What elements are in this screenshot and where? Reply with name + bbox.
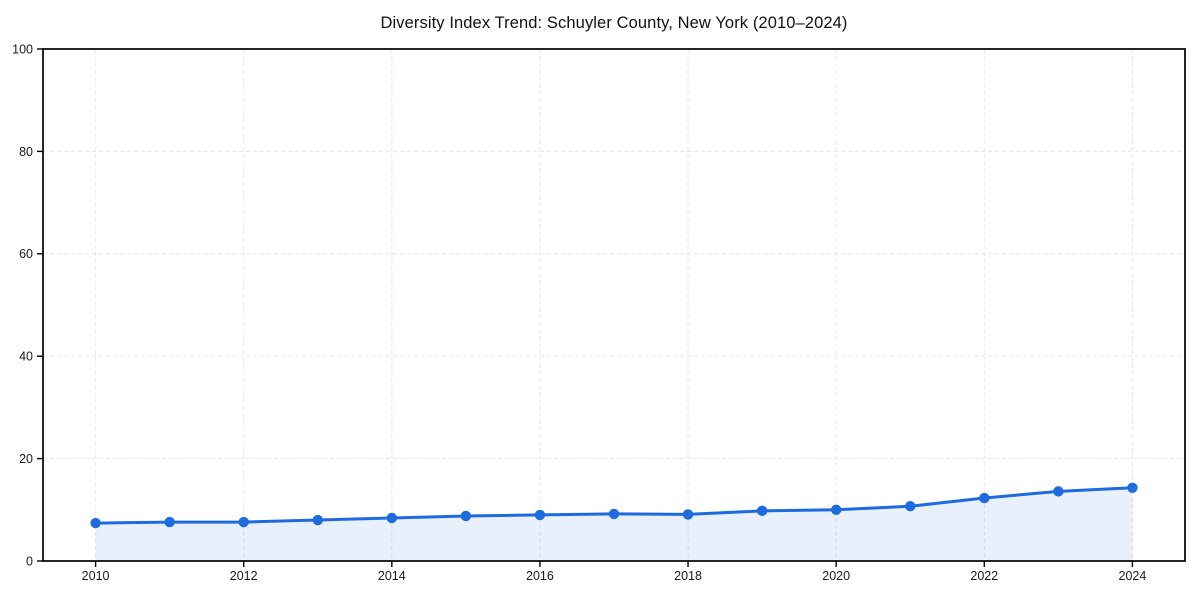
y-tick-label: 0: [26, 554, 33, 568]
data-point-2024: [1127, 482, 1138, 493]
data-point-2015: [460, 510, 472, 522]
y-tick-label: 100: [12, 42, 33, 56]
x-tick-label: 2010: [82, 569, 110, 583]
plot-border: [42, 48, 1186, 562]
x-tick-label: 2022: [970, 569, 998, 583]
y-tick-label: 40: [19, 350, 33, 364]
data-point-2017: [608, 508, 620, 520]
data-point-2012: [238, 516, 249, 528]
y-tick-label: 80: [19, 145, 33, 159]
x-tick-label: 2012: [230, 569, 258, 583]
x-tick-label: 2016: [526, 569, 554, 583]
y-tick-label: 60: [19, 247, 33, 261]
data-point-2013: [312, 514, 323, 526]
chart-title: Diversity Index Trend: Schuyler County, …: [380, 14, 848, 32]
data-point-2014: [386, 512, 398, 524]
data-point-2023: [1053, 486, 1064, 497]
x-tick-label: 2018: [674, 569, 702, 583]
data-point-2020: [830, 504, 842, 515]
x-tick-label: 2014: [378, 569, 406, 583]
x-tick-label: 2024: [1119, 569, 1147, 583]
y-tick-label: 20: [19, 452, 33, 466]
data-point-2018: [682, 509, 694, 520]
data-point-2011: [164, 516, 175, 528]
data-point-2022: [979, 492, 990, 504]
data-point-2019: [756, 505, 768, 517]
x-tick-label: 2020: [822, 569, 850, 583]
data-point-2021: [905, 501, 916, 512]
data-point-2016: [534, 509, 546, 521]
data-point-2010: [90, 517, 101, 529]
area-fill: [95, 487, 1133, 561]
